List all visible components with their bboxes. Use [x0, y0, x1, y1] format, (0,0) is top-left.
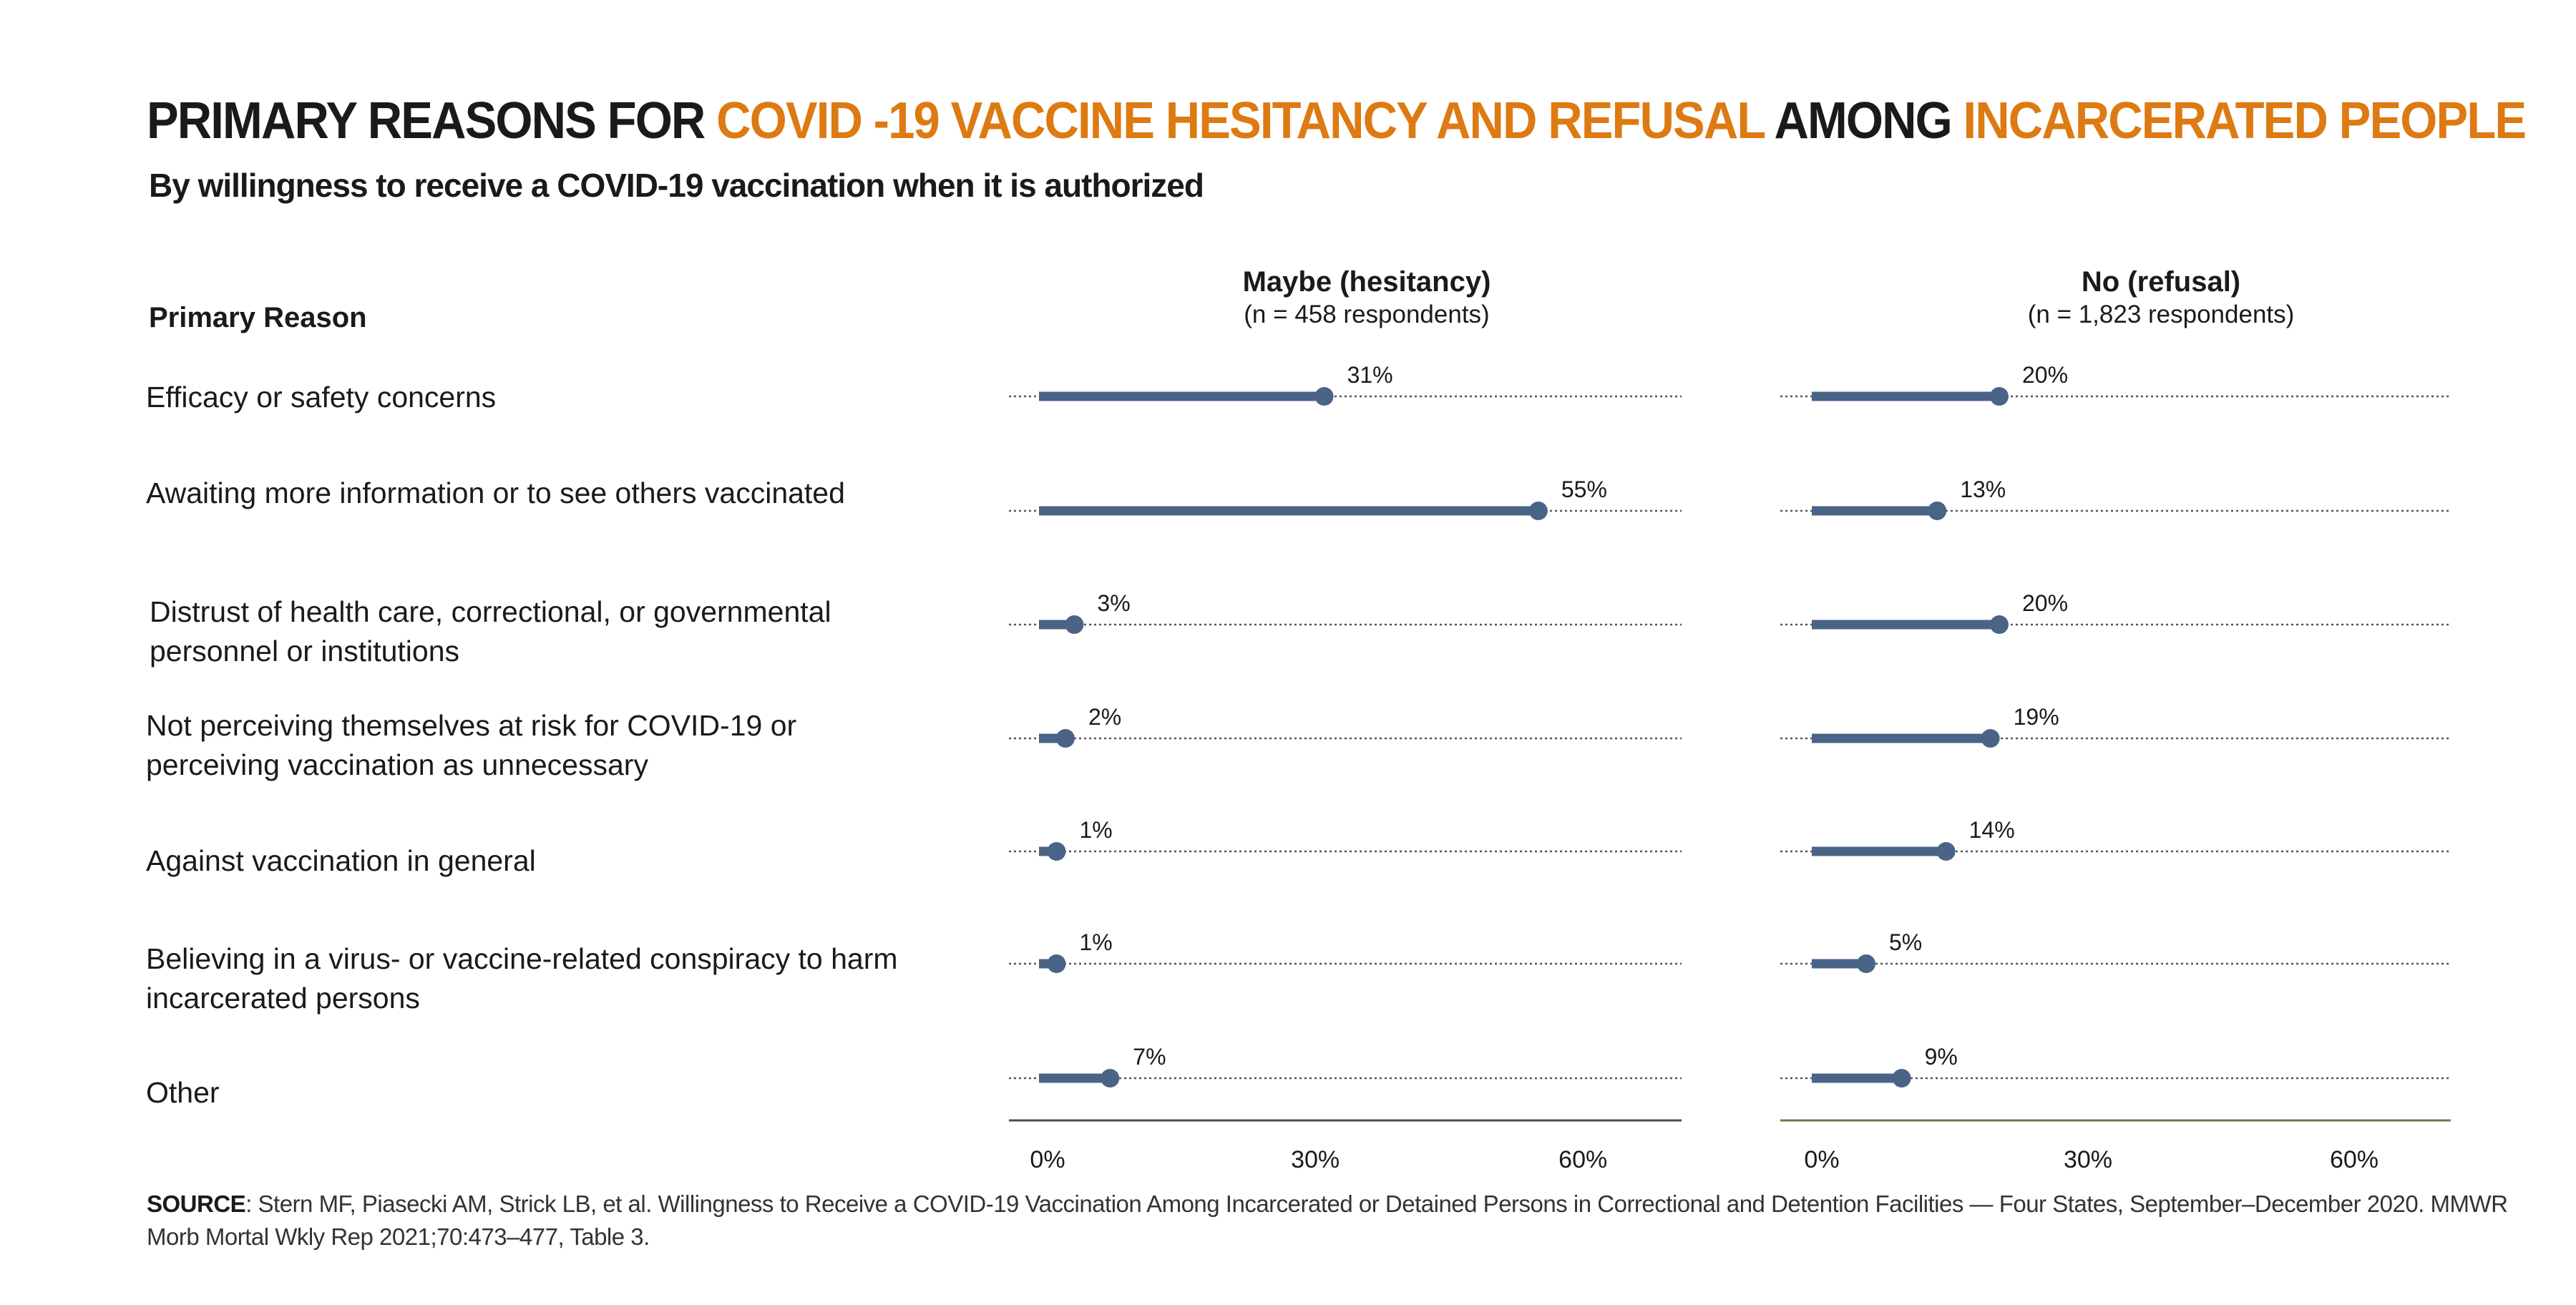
source-note: SOURCE: Stern MF, Piasecki AM, Strick LB…: [147, 1188, 2565, 1253]
value-label-maybe-6: 1%: [1079, 929, 1112, 955]
source-label: SOURCE: [147, 1191, 246, 1217]
value-label-maybe-2: 55%: [1561, 476, 1607, 502]
reason-label-distrust: Distrust of health care, correctional, o…: [150, 595, 831, 668]
value-label-refusal-3: 20%: [2022, 590, 2068, 616]
reason-label-other: Other: [146, 1076, 220, 1109]
dot-maybe-2: [1528, 502, 1548, 520]
dot-maybe-4: [1055, 729, 1075, 748]
title-highlight-1: COVID -19 VACCINE HESITANCY AND REFUSAL: [716, 92, 1765, 150]
dot-refusal-7: [1892, 1069, 1911, 1088]
dot-maybe-5: [1047, 842, 1066, 861]
panel-maybe-title: Maybe (hesitancy): [1242, 266, 1491, 298]
value-label-maybe-3: 3%: [1097, 590, 1130, 616]
chart-subtitle: By willingness to receive a COVID-19 vac…: [149, 167, 1204, 204]
dot-refusal-1: [1990, 387, 2009, 406]
reason-label-against: Against vaccination in general: [146, 844, 536, 877]
panel-refusal-n: (n = 1,823 respondents): [2027, 300, 2295, 328]
reason-column-header: Primary Reason: [149, 302, 367, 333]
x-tick-label-maybe-3: 60%: [1558, 1146, 1607, 1173]
reason-label-conspiracy: Believing in a virus- or vaccine-related…: [146, 942, 898, 1015]
x-tick-label-maybe-2: 30%: [1291, 1146, 1340, 1173]
x-tick-label-refusal-2: 30%: [2064, 1146, 2112, 1173]
reason-label-not-at-risk: Not perceiving themselves at risk for CO…: [146, 709, 797, 781]
value-label-refusal-2: 13%: [1960, 476, 2006, 502]
title-part-1: PRIMARY REASONS FOR: [147, 92, 717, 150]
source-text: : Stern MF, Piasecki AM, Strick LB, et a…: [147, 1191, 2508, 1250]
dot-refusal-5: [1936, 842, 1956, 861]
panel-refusal-title: No (refusal): [2081, 266, 2241, 298]
title-highlight-2: INCARCERATED PEOPLE: [1963, 92, 2527, 150]
dot-maybe-3: [1065, 615, 1084, 634]
dot-maybe-6: [1047, 954, 1066, 973]
dot-refusal-4: [1981, 729, 2000, 748]
dot-refusal-3: [1990, 615, 2009, 634]
panel-maybe-n: (n = 458 respondents): [1244, 300, 1490, 328]
dot-maybe-7: [1101, 1069, 1120, 1088]
value-label-maybe-4: 2%: [1088, 704, 1121, 730]
value-label-refusal-7: 9%: [1925, 1044, 1958, 1070]
x-tick-label-refusal-3: 60%: [2330, 1146, 2379, 1173]
x-tick-label-maybe-1: 0%: [1030, 1146, 1065, 1173]
x-tick-label-refusal-1: 0%: [1804, 1146, 1839, 1173]
value-label-refusal-6: 5%: [1889, 929, 1922, 955]
title-part-3: AMONG: [1764, 92, 1963, 150]
reason-label-awaiting: Awaiting more information or to see othe…: [146, 476, 845, 509]
reason-label-efficacy: Efficacy or safety concerns: [146, 381, 497, 414]
value-label-refusal-4: 19%: [2014, 704, 2059, 730]
dot-refusal-6: [1857, 954, 1875, 973]
value-label-refusal-5: 14%: [1969, 817, 2015, 843]
value-label-maybe-1: 31%: [1347, 362, 1393, 388]
value-label-refusal-1: 20%: [2022, 362, 2068, 388]
value-label-maybe-5: 1%: [1079, 817, 1112, 843]
value-label-maybe-7: 7%: [1133, 1044, 1166, 1070]
dot-refusal-2: [1928, 502, 1947, 520]
chart-title: PRIMARY REASONS FOR COVID -19 VACCINE HE…: [147, 90, 2527, 152]
dot-maybe-1: [1314, 387, 1334, 406]
